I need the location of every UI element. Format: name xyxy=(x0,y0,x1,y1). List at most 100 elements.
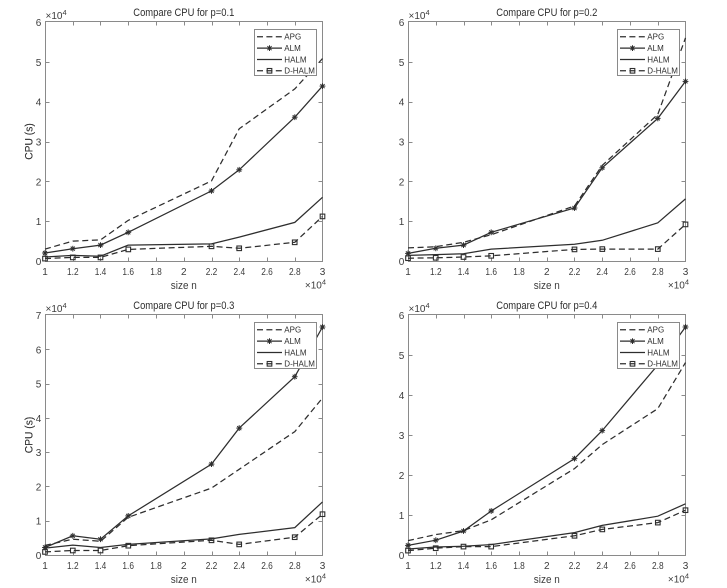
svg-text:3: 3 xyxy=(320,267,326,278)
svg-text:1.2: 1.2 xyxy=(430,267,442,278)
svg-text:HALM: HALM xyxy=(284,55,307,64)
svg-text:1: 1 xyxy=(405,561,411,572)
svg-text:1: 1 xyxy=(399,511,405,522)
svg-text:1.8: 1.8 xyxy=(150,561,162,572)
svg-text:D-HALM: D-HALM xyxy=(647,67,678,76)
svg-text:1.8: 1.8 xyxy=(513,267,525,278)
svg-text:2.6: 2.6 xyxy=(261,561,273,572)
svg-text:APG: APG xyxy=(647,326,664,335)
svg-text:HALM: HALM xyxy=(284,348,307,357)
svg-text:2.2: 2.2 xyxy=(569,561,581,572)
svg-text:4: 4 xyxy=(399,98,405,109)
svg-text:size n: size n xyxy=(171,280,197,292)
svg-text:5: 5 xyxy=(36,380,42,391)
svg-text:CPU (s): CPU (s) xyxy=(24,417,36,454)
svg-text:1: 1 xyxy=(405,267,411,278)
svg-text:3: 3 xyxy=(399,138,405,149)
svg-text:6: 6 xyxy=(399,18,405,29)
svg-text:1.2: 1.2 xyxy=(67,267,79,278)
svg-text:1: 1 xyxy=(399,217,405,228)
svg-text:×104: ×104 xyxy=(305,572,326,586)
svg-text:2: 2 xyxy=(399,177,405,188)
svg-text:2.6: 2.6 xyxy=(261,267,273,278)
svg-text:1.6: 1.6 xyxy=(485,267,497,278)
svg-text:2.8: 2.8 xyxy=(289,561,301,572)
svg-text:×104: ×104 xyxy=(668,572,689,586)
svg-text:Compare CPU for p=0.2: Compare CPU for p=0.2 xyxy=(496,7,597,19)
svg-text:1.8: 1.8 xyxy=(513,561,525,572)
svg-text:6: 6 xyxy=(36,18,42,29)
svg-text:2: 2 xyxy=(36,482,42,493)
svg-text:1.6: 1.6 xyxy=(122,561,134,572)
svg-text:2: 2 xyxy=(399,471,405,482)
svg-text:2.2: 2.2 xyxy=(569,267,581,278)
svg-text:0: 0 xyxy=(36,551,42,562)
svg-text:2: 2 xyxy=(181,267,187,278)
svg-text:3: 3 xyxy=(36,138,42,149)
svg-text:D-HALM: D-HALM xyxy=(647,360,678,369)
svg-text:3: 3 xyxy=(399,431,405,442)
svg-text:ALM: ALM xyxy=(284,44,301,53)
svg-text:6: 6 xyxy=(399,311,405,322)
svg-text:1.4: 1.4 xyxy=(95,267,107,278)
svg-text:2: 2 xyxy=(36,177,42,188)
svg-text:1.4: 1.4 xyxy=(458,267,470,278)
svg-text:3: 3 xyxy=(683,561,689,572)
svg-text:2.8: 2.8 xyxy=(652,561,664,572)
svg-text:Compare CPU for p=0.4: Compare CPU for p=0.4 xyxy=(496,300,597,312)
svg-text:2.8: 2.8 xyxy=(652,267,664,278)
svg-text:1: 1 xyxy=(42,561,48,572)
svg-text:ALM: ALM xyxy=(284,337,301,346)
svg-text:1.6: 1.6 xyxy=(485,561,497,572)
svg-text:Compare CPU for p=0.1: Compare CPU for p=0.1 xyxy=(133,7,234,19)
svg-text:1.4: 1.4 xyxy=(95,561,107,572)
svg-text:3: 3 xyxy=(36,448,42,459)
svg-text:2.2: 2.2 xyxy=(206,267,218,278)
svg-text:0: 0 xyxy=(399,257,405,268)
svg-text:×104: ×104 xyxy=(668,278,689,292)
svg-text:3: 3 xyxy=(320,561,326,572)
svg-text:CPU (s): CPU (s) xyxy=(24,123,36,160)
svg-text:CPU (s): CPU (s) xyxy=(24,417,36,454)
svg-text:2.4: 2.4 xyxy=(596,267,608,278)
svg-text:2: 2 xyxy=(181,561,187,572)
svg-text:ALM: ALM xyxy=(647,44,664,53)
svg-text:1: 1 xyxy=(36,517,42,528)
svg-text:APG: APG xyxy=(647,33,664,42)
svg-text:2.8: 2.8 xyxy=(289,267,301,278)
svg-text:APG: APG xyxy=(284,33,301,42)
svg-text:HALM: HALM xyxy=(647,55,670,64)
svg-text:HALM: HALM xyxy=(647,348,670,357)
svg-text:1.4: 1.4 xyxy=(458,561,470,572)
svg-text:1: 1 xyxy=(36,217,42,228)
svg-text:size n: size n xyxy=(171,574,197,586)
svg-text:2: 2 xyxy=(544,267,550,278)
svg-text:4: 4 xyxy=(36,98,42,109)
svg-text:5: 5 xyxy=(36,58,42,69)
svg-text:2.2: 2.2 xyxy=(206,561,218,572)
svg-text:APG: APG xyxy=(284,326,301,335)
svg-text:Compare CPU for p=0.3: Compare CPU for p=0.3 xyxy=(133,300,234,312)
svg-text:D-HALM: D-HALM xyxy=(284,67,315,76)
svg-text:1.2: 1.2 xyxy=(67,561,79,572)
svg-text:2: 2 xyxy=(544,561,550,572)
svg-text:size n: size n xyxy=(534,574,560,586)
svg-text:ALM: ALM xyxy=(647,337,664,346)
svg-text:0: 0 xyxy=(36,257,42,268)
svg-text:×104: ×104 xyxy=(46,301,67,315)
svg-text:D-HALM: D-HALM xyxy=(284,360,315,369)
svg-text:2.6: 2.6 xyxy=(624,267,636,278)
svg-text:5: 5 xyxy=(399,351,405,362)
svg-text:1.8: 1.8 xyxy=(150,267,162,278)
svg-text:1.2: 1.2 xyxy=(430,561,442,572)
svg-text:2.4: 2.4 xyxy=(596,561,608,572)
svg-text:4: 4 xyxy=(399,391,405,402)
svg-text:3: 3 xyxy=(683,267,689,278)
svg-text:×104: ×104 xyxy=(46,8,67,22)
svg-text:×104: ×104 xyxy=(305,278,326,292)
svg-text:1: 1 xyxy=(42,267,48,278)
svg-text:1.6: 1.6 xyxy=(122,267,134,278)
svg-text:4: 4 xyxy=(36,414,42,425)
svg-text:2.4: 2.4 xyxy=(234,561,246,572)
svg-text:×104: ×104 xyxy=(409,8,430,22)
